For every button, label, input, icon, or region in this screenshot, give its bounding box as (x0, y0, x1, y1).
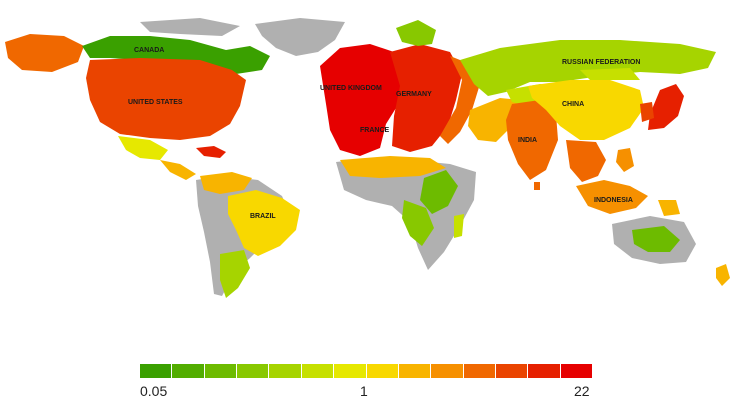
label-russian-federation: RUSSIAN FEDERATION (562, 59, 640, 66)
label-united-states: UNITED STATES (128, 99, 183, 106)
label-canada: CANADA (134, 47, 164, 54)
label-china: CHINA (562, 101, 584, 108)
legend-swatch (334, 364, 367, 378)
caribbean-shape (196, 146, 226, 158)
sri-lanka-shape (534, 182, 540, 190)
madagascar-shape (454, 214, 464, 238)
label-germany: GERMANY (396, 91, 432, 98)
brazil-shape (228, 190, 300, 256)
legend-swatch (528, 364, 561, 378)
legend-swatch (495, 364, 529, 378)
central-africa-shape (402, 200, 434, 246)
korea-shape (640, 102, 654, 122)
legend-swatch (301, 364, 335, 378)
russia-shape (460, 40, 716, 96)
japan-shape (648, 84, 684, 130)
india-shape (506, 100, 558, 180)
legend-swatch (140, 364, 173, 378)
legend-swatch (431, 364, 464, 378)
germany-shape (390, 44, 462, 152)
australia-value-shape (632, 226, 680, 252)
eastern-europe-shape (440, 56, 480, 144)
new-zealand-shape (716, 264, 730, 286)
legend-swatch (204, 364, 238, 378)
legend-swatch (398, 364, 432, 378)
papua-shape (658, 200, 680, 216)
east-africa-shape (420, 170, 458, 214)
united-states-shape (86, 58, 246, 140)
indonesia-shape (576, 180, 648, 214)
legend-swatch (366, 364, 399, 378)
label-brazil: BRAZIL (250, 213, 276, 220)
europe-west-shape (320, 44, 402, 156)
china-shape (528, 80, 644, 140)
legend-tick-max: 22 (574, 383, 590, 399)
color-scale-legend (140, 364, 593, 378)
legend-swatch (172, 364, 205, 378)
southeast-asia-shape (566, 140, 606, 182)
philippines-shape (616, 148, 634, 172)
scandinavia-shape (396, 20, 436, 46)
legend-swatch (463, 364, 496, 378)
alaska-shape (5, 34, 84, 72)
label-united-kingdom: UNITED KINGDOM (320, 85, 382, 92)
argentina-shape (220, 250, 250, 298)
canada-shape (82, 36, 270, 74)
middle-east-shape (468, 98, 520, 142)
mexico-shape (118, 136, 168, 160)
north-africa-shape (340, 156, 446, 178)
central-america-shape (160, 160, 196, 180)
legend-tick-min: 0.05 (140, 383, 168, 399)
greenland-shape (255, 18, 345, 56)
legend-swatch (269, 364, 302, 378)
label-india: INDIA (518, 137, 537, 144)
colombia-venezuela-shape (200, 172, 252, 194)
arctic-islands-shape (140, 18, 240, 36)
mongolia-shape (580, 68, 640, 80)
legend-swatch (560, 364, 593, 378)
legend-swatch (237, 364, 270, 378)
label-indonesia: INDONESIA (594, 197, 633, 204)
label-france: FRANCE (360, 127, 389, 134)
legend-tick-mid: 1 (360, 383, 368, 399)
